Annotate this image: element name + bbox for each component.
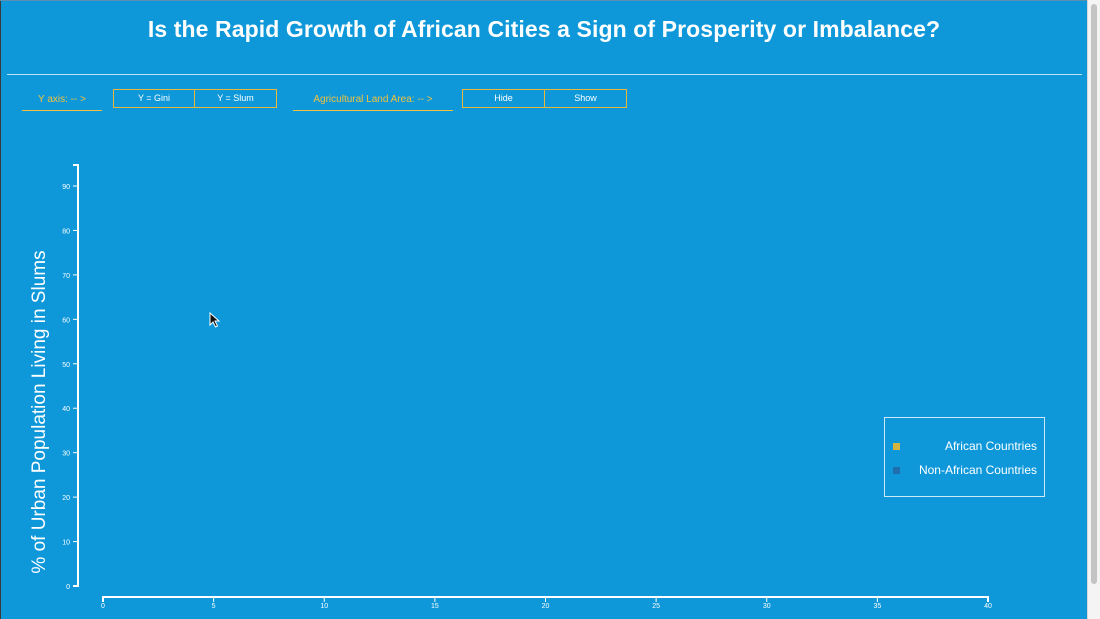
- scrollbar[interactable]: [1087, 0, 1100, 619]
- x-tick-label: 0: [101, 603, 105, 610]
- y-tick-label: 20: [62, 495, 70, 502]
- legend-label-african: African Countries: [944, 439, 1037, 453]
- y-tick-label: 90: [62, 184, 70, 191]
- legend-item-non-african[interactable]: Non-African Countries: [885, 463, 1044, 479]
- x-tick-label: 40: [984, 603, 992, 610]
- x-tick-label: 35: [873, 603, 881, 610]
- y-slum-button[interactable]: Y = Slum: [194, 89, 277, 108]
- x-tick-label: 15: [431, 603, 439, 610]
- show-button[interactable]: Show: [544, 89, 627, 108]
- legend-swatch-african: [893, 443, 900, 450]
- x-tick-label: 25: [652, 603, 660, 610]
- title-divider: [7, 74, 1082, 75]
- window-top-border: [0, 0, 1100, 1]
- y-tick-label: 30: [62, 451, 70, 458]
- y-tick-label: 70: [62, 273, 70, 280]
- legend-swatch-non-african: [893, 467, 900, 474]
- legend: African Countries Non-African Countries: [884, 417, 1045, 497]
- y-tick-label: 10: [62, 540, 70, 547]
- y-tick-label: 40: [62, 406, 70, 413]
- legend-item-african[interactable]: African Countries: [885, 439, 1044, 455]
- window-left-border: [0, 0, 1, 619]
- agricultural-land-control-label: Agricultural Land Area: -- >: [293, 92, 453, 111]
- y-tick-label: 50: [62, 362, 70, 369]
- y-axis-control-label: Y axis: -- >: [22, 92, 102, 111]
- x-tick-label: 10: [320, 603, 328, 610]
- mouse-pointer-icon: [209, 312, 221, 328]
- x-tick-label: 5: [212, 603, 216, 610]
- scrollbar-thumb[interactable]: [1091, 4, 1097, 584]
- y-tick-label: 0: [66, 584, 70, 591]
- x-tick-label: 20: [542, 603, 550, 610]
- x-tick-label: 30: [763, 603, 771, 610]
- page-title: Is the Rapid Growth of African Cities a …: [147, 16, 941, 42]
- y-tick-label: 60: [62, 317, 70, 324]
- y-axis-title: % of Urban Population Living in Slums: [29, 250, 50, 574]
- y-tick-label: 80: [62, 228, 70, 235]
- y-axis-line: [73, 164, 79, 587]
- legend-label-non-african: Non-African Countries: [918, 463, 1037, 477]
